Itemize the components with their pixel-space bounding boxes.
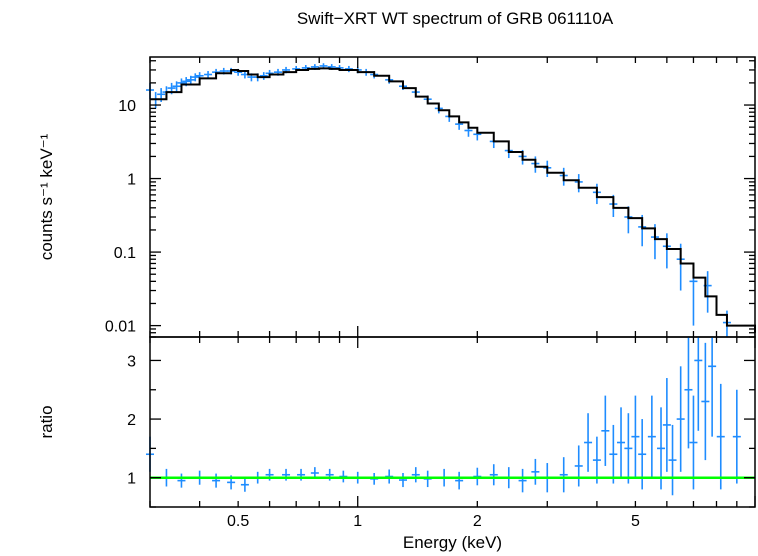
ratio-data-point xyxy=(592,436,601,484)
ratio-data-point xyxy=(559,457,568,493)
ratio-data-point xyxy=(676,366,685,472)
chart-title: Swift−XRT WT spectrum of GRB 061110A xyxy=(297,9,614,28)
ratio-data-point xyxy=(684,337,693,449)
spectrum-data-point xyxy=(191,73,200,82)
ratio-data-series xyxy=(146,337,741,496)
ratio-data-point xyxy=(240,477,249,492)
ratio-data-point xyxy=(701,342,710,461)
ratio-data-point xyxy=(411,467,420,483)
x-tick-label: 2 xyxy=(473,513,482,530)
ratio-data-point xyxy=(455,471,464,490)
ratio-data-point xyxy=(212,473,221,488)
ratio-data-point xyxy=(518,468,527,493)
ratio-data-point xyxy=(531,458,540,485)
y-tick-label: 1 xyxy=(127,471,136,488)
y-tick-label: 3 xyxy=(127,353,136,370)
ratio-data-point xyxy=(624,413,633,484)
y-tick-label: 0.1 xyxy=(114,245,136,262)
spectrum-data-point xyxy=(259,72,268,80)
spectrum-panel: 10 1 0.1 0.01 counts s⁻¹ keV⁻¹ xyxy=(37,56,756,338)
y-tick-label: 10 xyxy=(118,98,136,115)
spectrum-plot-frame xyxy=(149,56,756,338)
x-tick-label: 0.5 xyxy=(227,513,249,530)
x-axis-label: Energy (keV) xyxy=(403,533,502,552)
ratio-panel: 0.5 1 2 5 1 2 3 ratio Energy (keV) xyxy=(37,336,756,552)
ratio-data-point xyxy=(716,383,725,490)
x-tick-label: 5 xyxy=(631,513,640,530)
spectrum-data-point xyxy=(186,75,195,85)
spectrum-data-point xyxy=(172,81,181,93)
spectrum-axis-ticks: 10 1 0.1 0.01 xyxy=(105,57,756,338)
ratio-data-point xyxy=(398,473,407,488)
ratio-data-point xyxy=(689,395,698,490)
y-tick-label: 0.01 xyxy=(105,319,136,336)
x-tick-label: 1 xyxy=(353,513,362,530)
y-tick-label: 2 xyxy=(127,412,136,429)
ratio-data-point xyxy=(489,464,498,486)
ratio-data-point xyxy=(177,473,186,488)
spectrum-y-axis-label: counts s⁻¹ keV⁻¹ xyxy=(37,133,56,260)
ratio-data-point xyxy=(631,395,640,478)
ratio-data-point xyxy=(732,389,741,484)
ratio-plot-frame xyxy=(149,336,756,508)
ratio-data-point xyxy=(584,413,593,472)
ratio-data-point xyxy=(617,407,626,478)
ratio-data-point xyxy=(601,395,610,466)
ratio-data-point xyxy=(657,407,666,490)
ratio-data-point xyxy=(647,395,656,478)
spectrum-data-point xyxy=(204,71,213,79)
y-tick-label: 1 xyxy=(127,172,136,189)
ratio-data-point xyxy=(574,445,583,487)
ratio-data-point xyxy=(708,337,717,437)
ratio-data-point xyxy=(694,337,703,431)
ratio-data-point xyxy=(662,378,671,472)
spectrum-model-curve xyxy=(150,67,756,333)
ratio-y-axis-label: ratio xyxy=(37,405,56,438)
ratio-data-point xyxy=(609,424,618,484)
ratio-axis-ticks: 0.5 1 2 5 1 2 3 xyxy=(127,337,756,530)
ratio-data-point xyxy=(668,424,677,496)
